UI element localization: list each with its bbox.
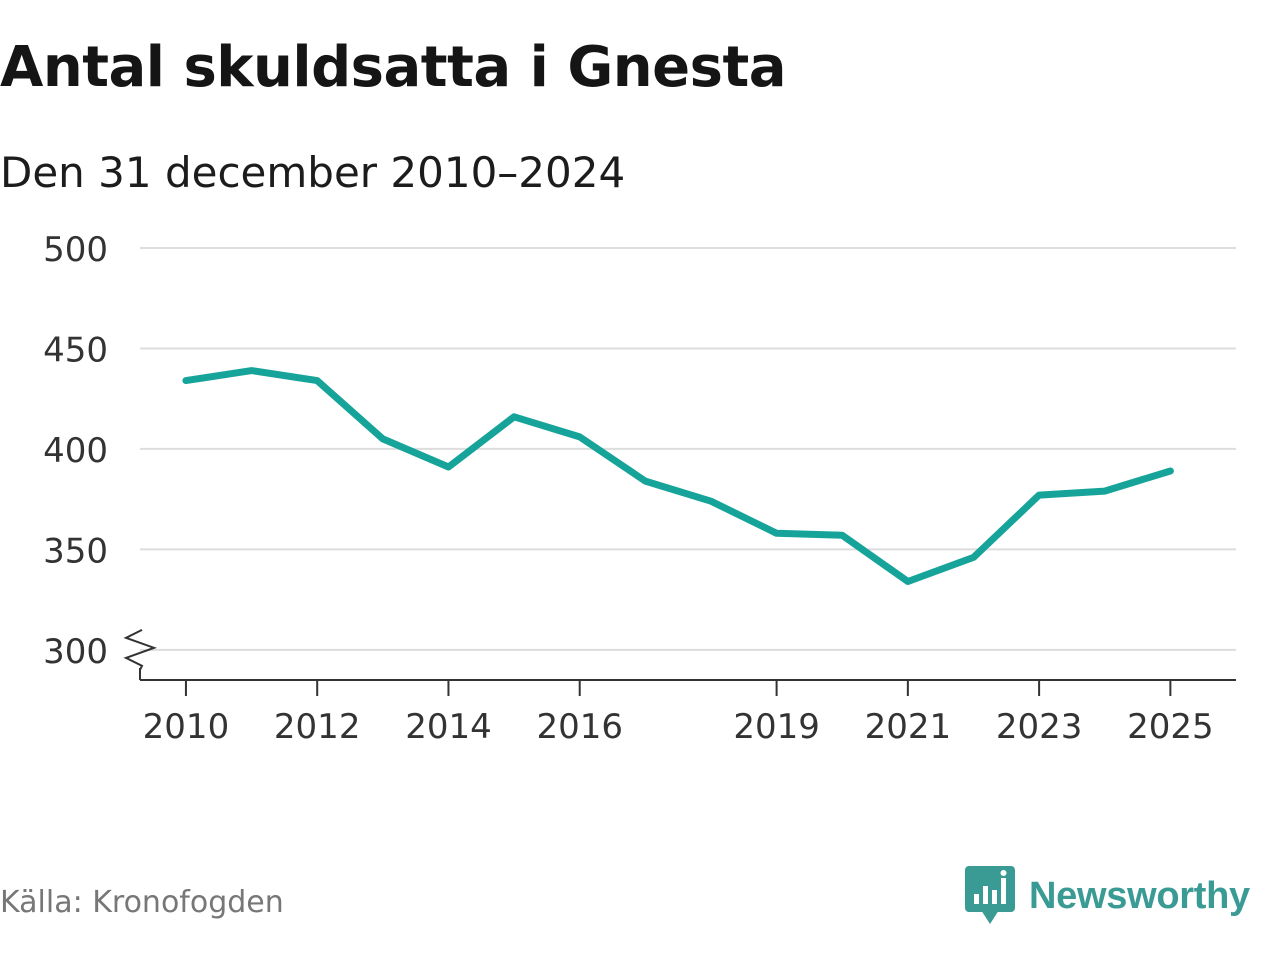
x-tick-label: 2016 (536, 707, 623, 747)
x-tick-label: 2010 (143, 707, 230, 747)
x-axis (139, 668, 1236, 696)
x-tick-label: 2012 (274, 707, 361, 747)
newsworthy-logo-icon (965, 866, 1015, 924)
series-lines (182, 367, 1174, 585)
brand-logo[interactable]: Newsworthy (965, 866, 1250, 926)
x-tick-label: 2014 (405, 707, 492, 747)
chart-subtitle: Den 31 december 2010–2024 (0, 148, 626, 197)
source-label: Källa: Kronofogden (0, 885, 284, 920)
chart-title: Antal skuldsatta i Gnesta (0, 35, 787, 100)
y-tick-label: 400 (43, 431, 108, 471)
y-tick-label: 450 (43, 330, 108, 370)
x-axis-tick-labels: 2010 2012 2014 2016 2019 2021 2023 2025 (143, 707, 1214, 747)
y-tick-label: 350 (43, 531, 108, 571)
brand-name: Newsworthy (1029, 874, 1250, 917)
x-tick-label: 2025 (1127, 707, 1214, 747)
x-tick-label: 2023 (996, 707, 1083, 747)
axis-break-zigzag (123, 628, 157, 671)
y-axis-break-icon (123, 628, 157, 671)
y-tick-label: 500 (43, 230, 108, 270)
gridlines (140, 247, 1236, 651)
x-tick-label: 2021 (865, 707, 952, 747)
x-tick-label: 2019 (733, 707, 820, 747)
y-tick-label: 300 (43, 632, 108, 672)
y-axis-tick-labels: 300 350 400 450 500 (43, 230, 108, 672)
series-line-0 (182, 367, 1174, 585)
